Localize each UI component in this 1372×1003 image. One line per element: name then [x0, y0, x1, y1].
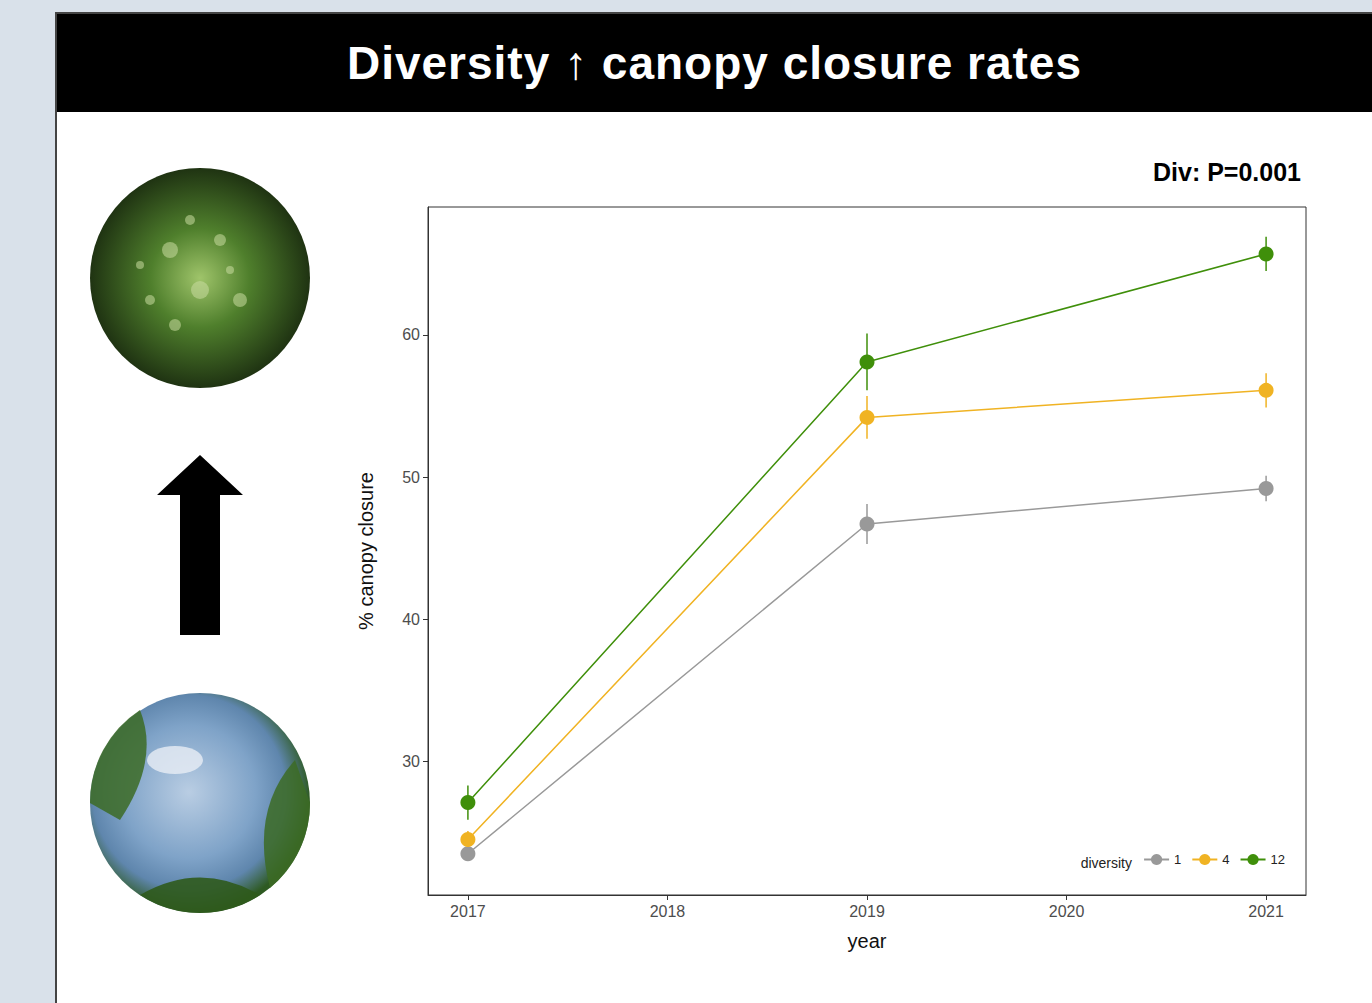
svg-text:Div: P=0.001: Div: P=0.001: [1153, 158, 1301, 186]
svg-text:30: 30: [402, 753, 420, 770]
svg-text:year: year: [848, 930, 887, 952]
svg-text:40: 40: [402, 611, 420, 628]
svg-text:1: 1: [1174, 852, 1181, 867]
svg-text:2021: 2021: [1248, 903, 1284, 920]
svg-text:4: 4: [1222, 852, 1229, 867]
svg-text:% canopy closure: % canopy closure: [355, 472, 377, 630]
svg-text:2019: 2019: [849, 903, 885, 920]
svg-text:2020: 2020: [1049, 903, 1085, 920]
svg-text:50: 50: [402, 469, 420, 486]
html-text:Diversity ↑ canopy closure rat: Diversity ↑ canopy closure rates: [346, 37, 1082, 89]
svg-text:2017: 2017: [450, 903, 486, 920]
svg-text:12: 12: [1271, 852, 1285, 867]
svg-text:60: 60: [402, 326, 420, 343]
svg-text:diversity: diversity: [1081, 855, 1132, 871]
svg-text:2018: 2018: [650, 903, 686, 920]
